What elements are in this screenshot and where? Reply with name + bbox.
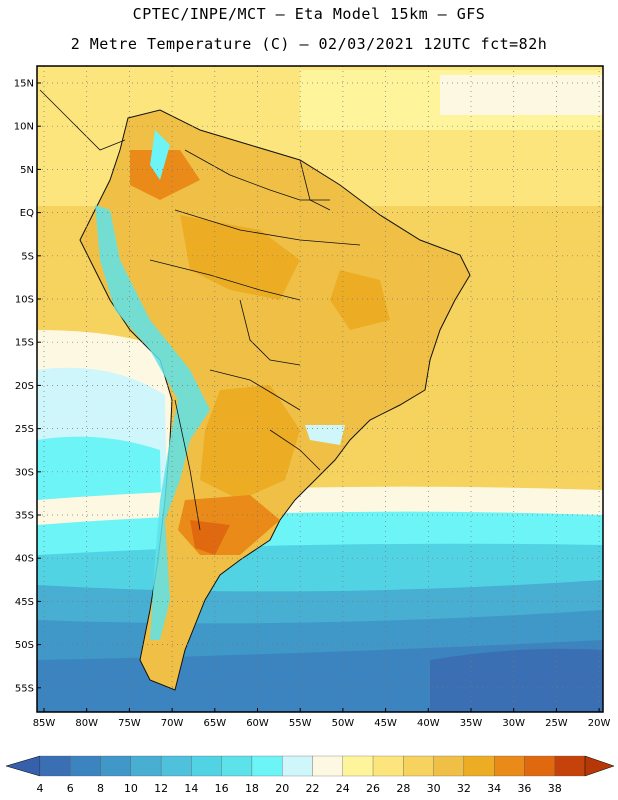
colorbar-tick-label: 6 [66, 782, 74, 795]
lat-label: 25S [15, 424, 34, 435]
map-frame [36, 65, 604, 713]
colorbar-segment [312, 755, 343, 777]
colorbar-right-arrow [584, 755, 615, 777]
colorbar-tick-label: 18 [244, 782, 259, 795]
lat-label: 30S [15, 467, 34, 478]
temperature-field [37, 66, 603, 712]
colorbar-tick-label: 30 [426, 782, 441, 795]
colorbar-tick-label: 12 [154, 782, 169, 795]
colorbar-tick-label: 4 [36, 782, 44, 795]
colorbar-segment [494, 755, 525, 777]
colorbar-left-arrow [5, 755, 41, 777]
lon-label: 55W [289, 718, 312, 729]
colorbar-segment [524, 755, 555, 777]
colorbar-tick-label: 14 [184, 782, 199, 795]
lat-label: 35S [15, 511, 34, 522]
colorbar-segment [100, 755, 131, 777]
colorbar-segment [191, 755, 222, 777]
colorbar-segment [372, 755, 404, 777]
lat-label: 50S [15, 640, 34, 651]
colorbar-segment [130, 755, 162, 777]
lon-label: 30W [502, 718, 525, 729]
colorbar [5, 755, 615, 777]
lon-label: 70W [161, 718, 184, 729]
lon-label: 35W [460, 718, 483, 729]
colorbar-tick-label: 8 [97, 782, 105, 795]
colorbar-segment [251, 755, 283, 777]
lat-label: 5N [20, 165, 34, 176]
lat-label: 10S [15, 295, 34, 306]
title-line-2: 2 Metre Temperature (C) – 02/03/2021 12U… [70, 35, 548, 53]
colorbar-tick-label: 32 [456, 782, 471, 795]
colorbar-tick-label: 16 [214, 782, 229, 795]
lon-label: 60W [246, 718, 269, 729]
lon-label: 50W [332, 718, 355, 729]
lon-label: 85W [33, 718, 56, 729]
colorbar-segment [433, 755, 465, 777]
colorbar-segment [403, 755, 434, 777]
colorbar-tick-label: 34 [487, 782, 502, 795]
colorbar-tick-label: 38 [547, 782, 562, 795]
lat-label: 55S [15, 683, 34, 694]
lon-label: 80W [75, 718, 98, 729]
lat-label: 10N [14, 122, 34, 133]
lat-label: 45S [15, 597, 34, 608]
colorbar-tick-label: 22 [305, 782, 320, 795]
lat-label: 15S [15, 338, 34, 349]
lon-label: 45W [374, 718, 397, 729]
colorbar-segment [554, 755, 586, 777]
colorbar-tick-label: 24 [335, 782, 350, 795]
lon-label: 25W [545, 718, 568, 729]
lat-label: 5S [21, 251, 34, 262]
colorbar-segment [282, 755, 313, 777]
lon-label: 40W [417, 718, 440, 729]
colorbar-segment [39, 755, 71, 777]
colorbar-segment [342, 755, 374, 777]
colorbar-segment [221, 755, 253, 777]
colorbar-segment [70, 755, 101, 777]
colorbar-tick-label: 20 [275, 782, 290, 795]
lat-label: 40S [15, 554, 34, 565]
colorbar-tick-label: 28 [396, 782, 411, 795]
colorbar-tick-label: 36 [517, 782, 532, 795]
lat-label: 20S [15, 381, 34, 392]
lon-label: 65W [203, 718, 226, 729]
colorbar-segment [160, 755, 192, 777]
lat-label: 15N [14, 79, 34, 90]
axis-labels: 15N 10N 5N EQ 5S 10S 15S 20S 25S 30S 35S 40S 45S 50S 5… [14, 79, 611, 730]
colorbar-segment [463, 755, 495, 777]
colorbar-tick-label: 26 [366, 782, 381, 795]
lon-label: 75W [118, 718, 141, 729]
title-line-1: CPTEC/INPE/MCT – Eta Model 15km – GFS [132, 5, 486, 23]
colorbar-tick-label: 10 [123, 782, 138, 795]
lat-label: EQ [20, 208, 34, 219]
lon-label: 20W [588, 718, 611, 729]
